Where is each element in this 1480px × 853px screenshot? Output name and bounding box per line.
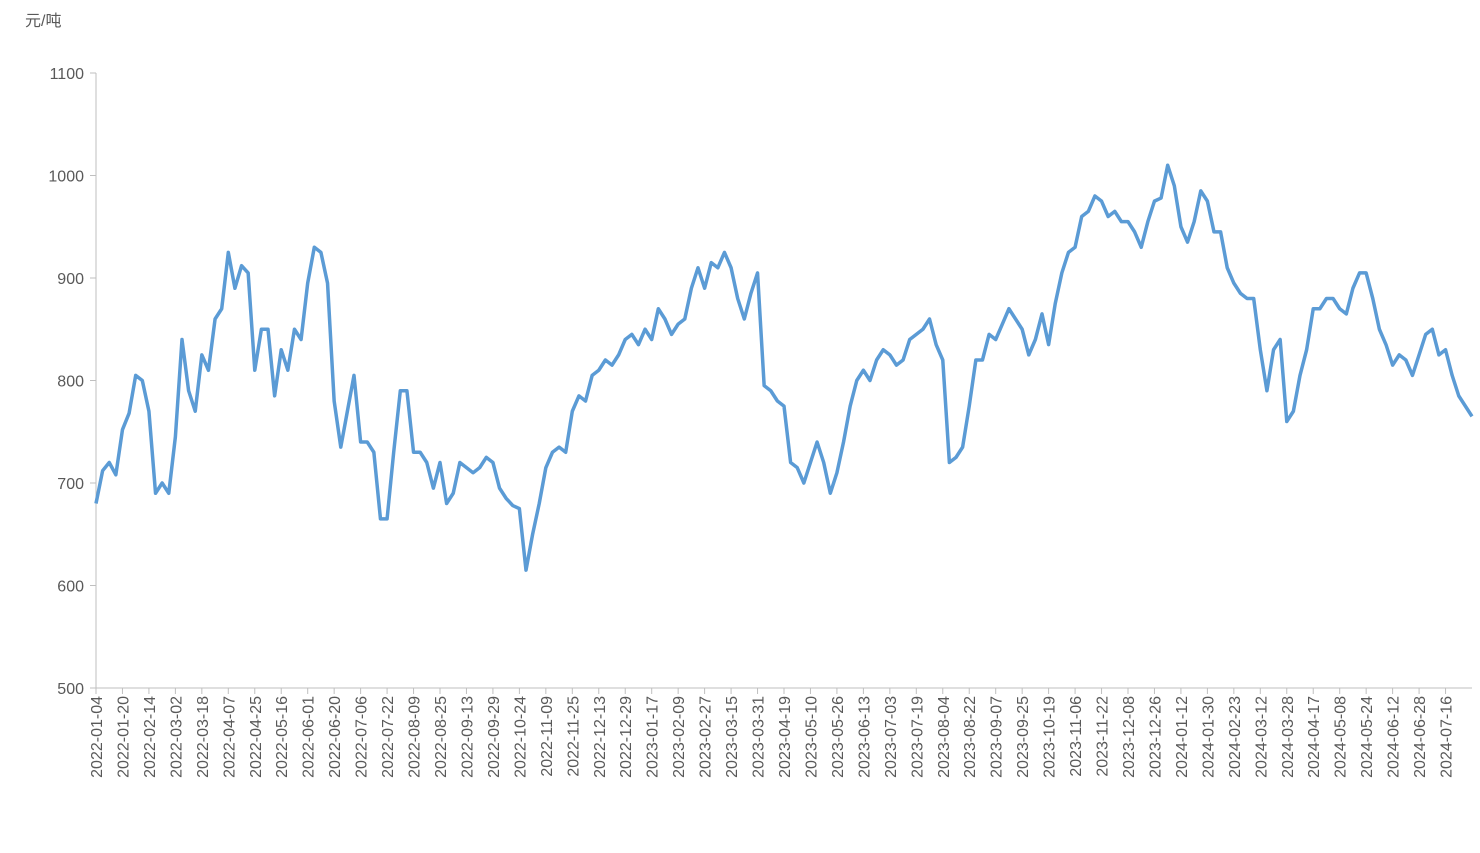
- x-tick-label: 2022-05-16: [274, 696, 291, 778]
- x-tick-label: 2023-08-04: [936, 696, 953, 778]
- x-tick-label: 2022-01-04: [89, 696, 106, 778]
- x-tick-label: 2023-05-26: [830, 696, 847, 778]
- x-tick-label: 2022-09-13: [459, 696, 476, 778]
- x-tick-label: 2022-06-20: [327, 696, 344, 778]
- y-tick-label: 900: [57, 271, 84, 288]
- x-tick-label: 2022-11-09: [539, 696, 556, 777]
- x-tick-label: 2022-07-06: [354, 696, 371, 778]
- x-tick-label: 2023-03-31: [751, 696, 768, 778]
- x-tick-label: 2022-07-22: [380, 696, 397, 778]
- x-tick-label: 2022-01-20: [115, 696, 132, 778]
- x-tick-label: 2023-12-08: [1121, 696, 1138, 778]
- x-tick-label: 2023-09-07: [989, 696, 1006, 778]
- x-tick-label: 2024-04-17: [1306, 696, 1323, 778]
- x-tick-label: 2022-02-14: [142, 696, 159, 778]
- x-tick-label: 2024-03-28: [1280, 696, 1297, 778]
- x-tick-label: 2024-03-12: [1253, 696, 1270, 778]
- x-tick-label: 2024-05-24: [1359, 696, 1376, 778]
- x-tick-label: 2023-04-19: [777, 696, 794, 778]
- x-tick-label: 2022-12-29: [618, 696, 635, 778]
- x-tick-label: 2022-03-18: [195, 696, 212, 778]
- y-tick-label: 700: [57, 476, 84, 493]
- x-tick-label: 2022-11-25: [565, 696, 582, 777]
- x-tick-label: 2022-06-01: [301, 696, 318, 778]
- x-tick-label: 2023-11-22: [1095, 696, 1112, 777]
- y-axis-label: 元/吨: [25, 12, 61, 30]
- x-tick-label: 2022-08-25: [433, 696, 450, 778]
- x-tick-label: 2022-08-09: [407, 696, 424, 778]
- x-tick-label: 2023-01-17: [645, 696, 662, 778]
- x-tick-label: 2024-01-12: [1174, 696, 1191, 778]
- x-tick-label: 2023-02-27: [698, 696, 715, 778]
- x-tick-label: 2023-05-10: [803, 696, 820, 778]
- x-tick-label: 2024-02-23: [1227, 696, 1244, 778]
- x-tick-label: 2023-10-19: [1042, 696, 1059, 778]
- x-tick-label: 2024-07-16: [1439, 696, 1456, 778]
- x-tick-label: 2023-12-26: [1147, 696, 1164, 778]
- y-tick-label: 500: [57, 681, 84, 698]
- y-tick-label: 1100: [50, 66, 85, 83]
- x-tick-label: 2023-06-13: [856, 696, 873, 778]
- x-tick-label: 2024-06-28: [1412, 696, 1429, 778]
- y-tick-label: 1000: [48, 169, 84, 186]
- y-tick-label: 600: [57, 579, 84, 596]
- x-tick-label: 2022-12-13: [592, 696, 609, 778]
- x-tick-label: 2022-04-25: [248, 696, 265, 778]
- x-tick-label: 2023-07-19: [909, 696, 926, 778]
- x-tick-label: 2023-07-03: [883, 696, 900, 778]
- x-tick-label: 2023-02-09: [671, 696, 688, 778]
- x-tick-label: 2023-08-22: [962, 696, 979, 778]
- x-tick-label: 2022-04-07: [221, 696, 238, 778]
- y-tick-label: 800: [57, 374, 84, 391]
- x-tick-label: 2024-05-08: [1333, 696, 1350, 778]
- x-tick-label: 2022-10-24: [512, 696, 529, 778]
- x-tick-label: 2022-03-02: [168, 696, 185, 778]
- x-tick-label: 2023-11-06: [1068, 696, 1085, 777]
- x-tick-label: 2023-03-15: [724, 696, 741, 778]
- x-tick-label: 2024-01-30: [1200, 696, 1217, 778]
- x-tick-label: 2022-09-29: [486, 696, 503, 778]
- x-tick-label: 2023-09-25: [1015, 696, 1032, 778]
- x-tick-label: 2024-06-12: [1386, 696, 1403, 778]
- series-line: [94, 163, 1474, 572]
